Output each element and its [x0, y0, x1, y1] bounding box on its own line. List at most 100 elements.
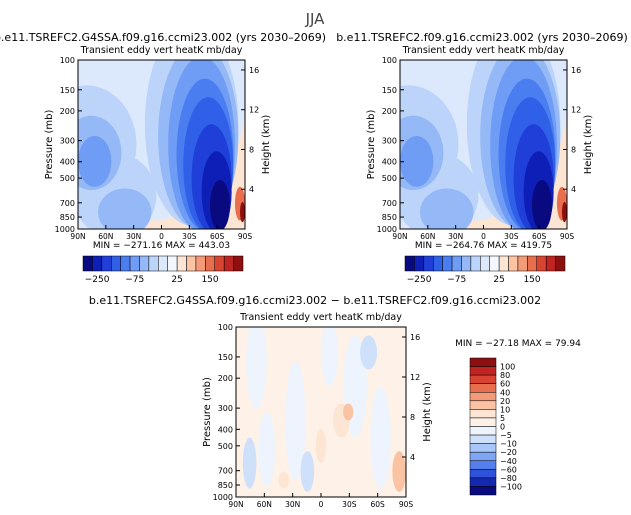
contour-region [370, 386, 391, 489]
colorbar-swatch [489, 255, 500, 272]
y-tick-label: 400 [60, 158, 75, 167]
x-tick-label: 30N [126, 232, 141, 241]
y-axis-label: Pressure (mb) [202, 377, 213, 447]
colorbar-label: −20 [500, 448, 517, 457]
colorbar-label: 40 [500, 388, 510, 397]
colorbar-label: 25 [493, 275, 504, 285]
contour-region [98, 188, 152, 229]
y-right-tick-label: 4 [410, 453, 415, 462]
colorbar-swatch [469, 469, 497, 479]
y-right-tick-label: 8 [571, 145, 576, 154]
colorbar-swatch [167, 255, 178, 272]
panel-2: b.e11.TSREFC2.G4SSA.f09.g16.ccmi23.002 −… [89, 294, 581, 509]
x-tick-label: 60S [532, 232, 547, 241]
y-tick-label: 1000 [213, 493, 233, 502]
y-right-tick-label: 16 [410, 333, 420, 342]
colorbar-swatch [469, 374, 497, 384]
colorbar-swatch [545, 255, 556, 272]
contour-region [360, 335, 378, 370]
y-tick-label: 300 [382, 137, 397, 146]
colorbar-swatch [414, 255, 425, 272]
y-tick-label: 850 [60, 213, 75, 222]
colorbar-label: 100 [500, 363, 515, 372]
y-right-tick-label: 12 [410, 373, 420, 382]
colorbar-label: −75 [447, 275, 466, 285]
contour-region [278, 471, 289, 489]
colorbar-swatch [120, 255, 131, 272]
panel-title: b.e11.TSREFC2.f09.g16.ccmi23.002 (yrs 20… [336, 31, 628, 44]
y-tick-label: 300 [218, 404, 233, 413]
panel-1: b.e11.TSREFC2.f09.g16.ccmi23.002 (yrs 20… [336, 31, 628, 285]
colorbar-label: −40 [500, 457, 517, 466]
colorbar-swatch [498, 255, 509, 272]
colorbar-swatch [469, 409, 497, 419]
x-tick-label: 30S [182, 232, 197, 241]
colorbar-swatch [555, 255, 566, 272]
colorbar-swatch [536, 255, 547, 272]
y-right-tick-label: 16 [571, 66, 581, 75]
y-tick-label: 300 [60, 137, 75, 146]
panel-subtitle: Transient eddy vert heatK mb/day [402, 45, 565, 56]
contour-field [400, 60, 567, 229]
colorbar-swatch [469, 451, 497, 461]
colorbar-swatch [110, 255, 121, 272]
y-right-tick-label: 8 [249, 145, 254, 154]
x-tick-label: 60S [371, 500, 386, 509]
panel-stats: MIN = −271.16 MAX = 443.03 [93, 241, 230, 251]
panel-title: b.e11.TSREFC2.G4SSA.f09.g16.ccmi23.002 (… [0, 31, 326, 44]
panel-stats: MIN = −264.76 MAX = 419.75 [415, 241, 552, 251]
colorbar-swatch [470, 255, 481, 272]
colorbar-label: −250 [85, 275, 110, 285]
y-tick-label: 200 [60, 107, 75, 116]
y-tick-label: 200 [218, 374, 233, 383]
colorbar-swatch [469, 357, 497, 367]
colorbar-swatch [469, 460, 497, 470]
y-tick-label: 100 [382, 56, 397, 65]
y-tick-label: 150 [218, 353, 233, 362]
x-tick-label: 90S [560, 232, 575, 241]
y-right-tick-label: 12 [249, 106, 259, 115]
contour-region [343, 403, 354, 421]
colorbar-swatch [461, 255, 472, 272]
colorbar-label: −250 [407, 275, 432, 285]
colorbar-swatch [186, 255, 197, 272]
y-right-axis-label: Height (km) [261, 115, 272, 175]
colorbar-label: 80 [500, 371, 510, 380]
colorbar-label: 0 [500, 423, 505, 432]
x-tick-label: 90S [399, 500, 414, 509]
y-right-tick-label: 4 [571, 185, 576, 194]
colorbar-swatch [176, 255, 187, 272]
colorbar-swatch [469, 392, 497, 402]
colorbar-label: 10 [500, 405, 510, 414]
colorbar-swatch [469, 426, 497, 436]
contour-region [239, 201, 245, 223]
colorbar-swatch [92, 255, 103, 272]
y-tick-label: 850 [382, 213, 397, 222]
colorbar-swatch [148, 255, 159, 272]
colorbar-label: 5 [500, 414, 505, 423]
contour-field [78, 60, 245, 229]
x-tick-label: 30S [504, 232, 519, 241]
y-tick-label: 1000 [377, 225, 397, 234]
panel-subtitle: Transient eddy vert heatK mb/day [80, 45, 243, 56]
x-tick-label: 0 [319, 500, 324, 509]
contour-region [300, 451, 315, 492]
contour-region [400, 136, 434, 187]
y-tick-label: 150 [60, 86, 75, 95]
y-tick-label: 500 [60, 174, 75, 183]
y-tick-label: 100 [218, 323, 233, 332]
colorbar-swatch [214, 255, 225, 272]
x-tick-label: 60N [257, 500, 272, 509]
y-tick-label: 500 [382, 174, 397, 183]
y-right-axis-label: Height (km) [422, 382, 433, 442]
x-tick-label: 30N [285, 500, 300, 509]
colorbar-swatch [195, 255, 206, 272]
colorbar-swatch [404, 255, 415, 272]
y-tick-label: 150 [382, 86, 397, 95]
colorbar-label: −5 [500, 431, 512, 440]
x-tick-label: 30N [448, 232, 463, 241]
contour-region [531, 179, 552, 229]
colorbar-label: −60 [500, 465, 517, 474]
x-tick-label: 90N [228, 500, 243, 509]
